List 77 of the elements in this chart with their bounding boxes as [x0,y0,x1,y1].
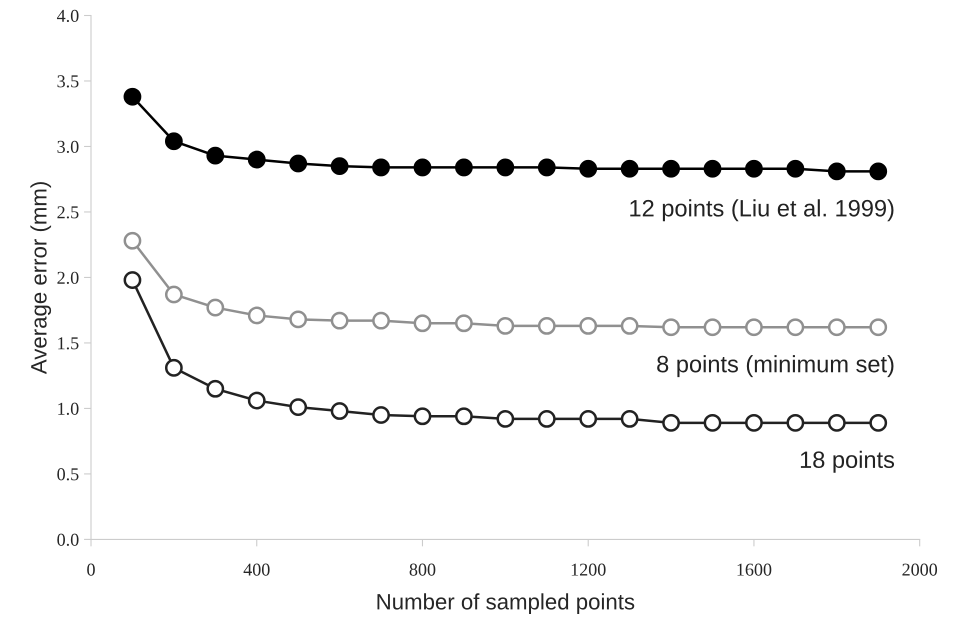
point [496,317,514,335]
y-tick-label: 4.0 [56,10,79,22]
point [124,271,142,289]
x-tick-label: 400 [244,564,270,576]
point [289,154,308,172]
y-axis-title: Average error (mm) [30,182,52,374]
point [248,306,266,324]
point [745,318,763,336]
y-tick-label: 3.0 [58,140,79,153]
point [414,314,432,332]
point [206,380,224,398]
point [704,414,722,432]
point [620,410,639,428]
point [330,157,348,176]
point [164,286,183,304]
point [248,392,266,410]
point [745,160,763,178]
point [786,318,804,336]
x-axis-title: Number of sampled points [377,593,634,614]
point [662,318,680,336]
point [662,414,680,432]
y-tick-label: 3.5 [58,75,78,88]
series-label: 8 points (minimum set) [657,355,894,378]
point [455,158,473,176]
point [620,160,639,178]
y-tick-label: 0.0 [57,534,79,546]
point [455,407,473,426]
point [164,358,183,377]
x-tick-label: 1200 [572,564,606,576]
point [538,158,556,176]
point [869,318,888,336]
point [786,160,804,178]
point [869,162,888,180]
point [248,150,266,168]
point [828,318,846,336]
point [124,88,142,106]
x-tick-label: 1600 [737,564,772,576]
point [745,414,763,432]
point [164,132,183,150]
point [496,410,514,428]
y-tick-label: 2.5 [57,206,78,218]
point [414,407,432,426]
series-label: 18 points [800,450,894,473]
point [538,410,556,428]
point [206,298,224,316]
point [538,317,556,335]
point [662,160,680,178]
point [372,158,390,176]
point [579,410,598,428]
point [496,158,514,176]
point [579,160,598,178]
point [786,414,804,432]
point [289,398,308,416]
point [704,160,722,178]
y-tick-label: 1.5 [58,337,78,350]
point [372,406,390,424]
point [828,162,846,180]
point [828,414,846,432]
point [620,317,639,335]
y-tick-label: 0.5 [57,468,78,480]
series-label: 12 points (Liu et al. 1999) [630,199,894,222]
y-tick-label: 1.0 [58,402,79,415]
point [372,312,390,330]
point [206,146,224,165]
point [704,318,722,336]
point [289,310,308,328]
point [330,402,348,420]
point [455,314,473,332]
point [869,414,888,432]
x-tick-label: 0 [87,564,95,576]
y-tick-label: 2.0 [57,272,79,284]
x-tick-label: 2000 [902,564,938,576]
point [124,232,142,250]
point [330,312,348,330]
point [414,158,432,176]
x-tick-label: 800 [410,564,436,576]
point [579,317,598,335]
